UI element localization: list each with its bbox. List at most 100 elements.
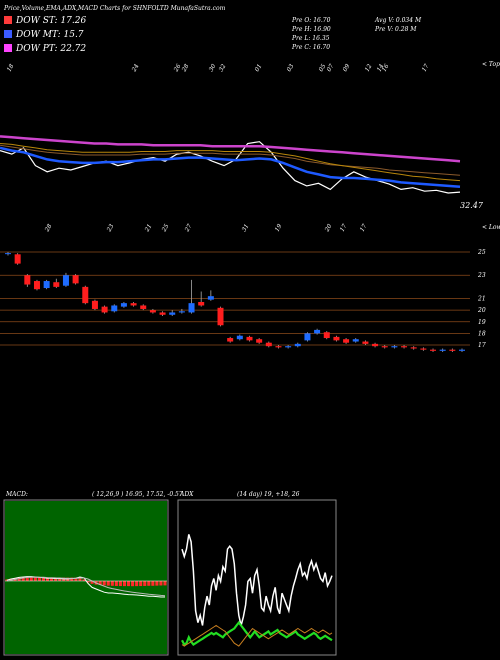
price-tick-label: 17 [478, 342, 486, 349]
macd-hist-bar [34, 577, 37, 581]
candle-body [362, 342, 368, 344]
date-label-bottom: 17 [359, 223, 369, 233]
date-label-bottom: 19 [274, 223, 284, 233]
candle-body [73, 275, 79, 283]
candle-body [208, 296, 214, 299]
macd-hist-bar [163, 581, 166, 585]
date-label-bottom: 31 [241, 223, 251, 233]
candle-body [140, 305, 146, 308]
candle-body [92, 301, 98, 309]
date-label-top: 18 [6, 63, 16, 73]
adx-params: (14 day) 19, +18, 26 [237, 491, 300, 498]
candle-body [420, 349, 426, 350]
macd-hist-bar [147, 581, 150, 586]
candle-body [459, 350, 465, 351]
macd-hist-bar [123, 581, 126, 586]
price-tick-label: 18 [478, 330, 486, 337]
macd-hist-bar [151, 581, 154, 586]
price-tick-label: 21 [477, 296, 486, 303]
macd-hist-bar [115, 581, 118, 586]
candle-body [401, 346, 407, 347]
candle-body [295, 344, 301, 346]
value-label: 32.47 [460, 201, 484, 210]
candle-body [237, 336, 243, 339]
candle-body [275, 346, 281, 347]
candle-body [304, 333, 310, 340]
date-label-bottom: 21 [143, 223, 153, 234]
macd-hist-bar [78, 579, 81, 581]
candle-body [102, 307, 108, 313]
candle-body [256, 339, 262, 342]
macd-hist-bar [103, 581, 106, 585]
date-label-bottom: 17 [339, 223, 349, 233]
macd-hist-bar [111, 581, 114, 586]
candle-body [343, 339, 349, 342]
date-label-top: 07 [326, 63, 336, 73]
date-label-top: 12 [364, 63, 374, 73]
candle-body [324, 332, 330, 338]
candle-body [391, 346, 397, 347]
candle-body [111, 305, 117, 311]
price-tick-label: 20 [477, 307, 486, 314]
candle-body [411, 347, 417, 348]
candles [0, 252, 470, 352]
date-label-bottom: 25 [160, 223, 170, 234]
macd-label: MACD: [5, 491, 28, 498]
candle-body [353, 339, 359, 341]
macd-hist-bar [139, 581, 142, 586]
ema-lines [0, 136, 460, 193]
candle-body [15, 254, 21, 263]
price-tick-label: 23 [477, 272, 486, 279]
candle-body [24, 275, 30, 284]
ema-series-price [0, 142, 460, 193]
date-label-bottom: 23 [105, 223, 115, 234]
candle-body [44, 281, 50, 288]
ema-series-ema-pink [0, 136, 460, 161]
candle-body [160, 312, 166, 314]
date-label-top: 17 [421, 63, 431, 73]
candle-body [5, 253, 11, 254]
candle-body [34, 281, 40, 289]
macd-hist-bar [159, 581, 162, 585]
candle-body [53, 282, 59, 287]
candle-body [266, 343, 272, 346]
macd-hist-bar [155, 581, 158, 586]
date-label-top: 03 [286, 63, 296, 73]
adx-label: ADX [179, 491, 194, 498]
candle-body [63, 275, 69, 285]
date-label-top: 30 [208, 63, 218, 73]
date-label-bottom: 20 [323, 223, 333, 234]
date-label-top: 16 [381, 63, 391, 73]
label-lowes: < Lowes [482, 224, 500, 231]
date-label-top: 32 [218, 63, 228, 73]
candle-body [382, 346, 388, 347]
candle-body [314, 330, 320, 333]
macd-hist-bar [143, 581, 146, 586]
candle-body [82, 287, 88, 303]
price-tick-label: 19 [478, 319, 486, 326]
candle-body [227, 338, 233, 341]
candle-body [169, 312, 175, 314]
candle-body [198, 302, 204, 305]
candle-body [430, 350, 436, 351]
candle-body [121, 303, 127, 306]
macd-hist-bar [135, 581, 138, 586]
candle-body [449, 350, 455, 351]
macd-hist-bar [119, 581, 122, 586]
candle-body [440, 350, 446, 351]
candle-body [372, 344, 378, 346]
candle-body [150, 310, 156, 312]
candle-body [131, 303, 137, 305]
labels: 182426283032010305070912141617< Topo2823… [5, 61, 500, 498]
candle-body [189, 303, 195, 312]
candle-body [179, 311, 185, 312]
macd-params: ( 12,26,9 ) 16.95, 17.52, -0.57 [92, 491, 183, 498]
label-topo: < Topo [482, 61, 500, 68]
macd-hist-bar [30, 577, 33, 581]
date-label-top: 01 [254, 63, 264, 73]
candle-body [285, 346, 291, 347]
date-label-top: 24 [130, 63, 140, 74]
date-label-top: 28 [180, 63, 190, 74]
macd-hist-bar [107, 581, 110, 586]
